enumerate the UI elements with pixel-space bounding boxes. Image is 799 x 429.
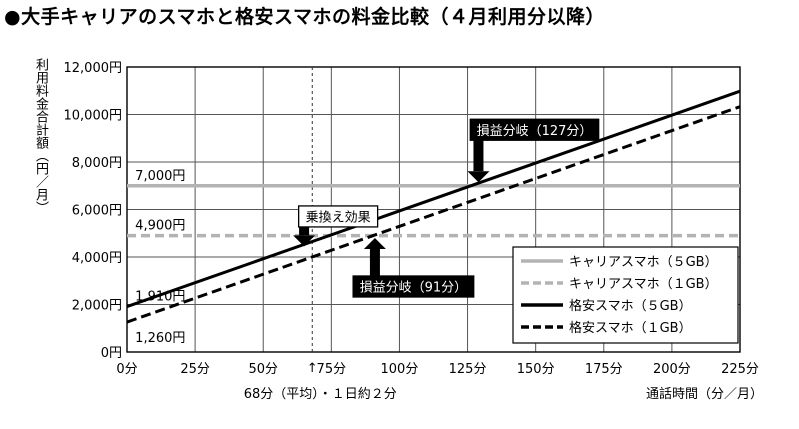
value-label: 7,000円 [135,169,185,184]
x-tick-label: 25分 [180,362,210,377]
y-axis-label: 利用料金合計額（円／月） [33,58,48,214]
y-tick-label: 8,000円 [72,156,122,171]
series-line-3 [126,89,741,309]
annotation-box [352,275,475,298]
legend-label-1: キャリアスマホ（５GB） [569,255,718,270]
value-label: 1,260円 [135,331,185,346]
annotation-box [297,205,379,228]
series-line-4 [126,105,741,324]
reference-arrow-label: ↑ [307,361,318,376]
x-tick-label: 0分 [116,362,137,377]
x-tick-label: 50分 [248,362,278,377]
annotation-label: 損益分岐（127分） [477,124,593,139]
value-label: 4,900円 [135,219,185,234]
reference-line-label: 68分（平均）・１日約２分 [244,387,397,402]
y-tick-label: 12,000円 [64,61,123,76]
x-tick-label: 175分 [585,362,623,377]
annotation-label: 乗換え効果 [306,210,371,225]
y-tick-label: 4,000円 [72,251,122,266]
annotation-arrow-head [467,171,490,183]
x-tick-label: 75分 [317,362,347,377]
legend-label-2: キャリアスマホ（１GB） [569,277,718,292]
annotation-arrow-head [363,238,386,249]
x-tick-label: 125分 [449,362,487,377]
x-tick-label: 200分 [653,362,691,377]
legend-label-4: 格安スマホ（１GB） [569,320,692,336]
x-tick-label: 100分 [381,362,419,377]
annotation-arrow-shaft [473,139,484,172]
legend-label-3: 格安スマホ（５GB） [569,298,692,314]
x-tick-label: 225分 [721,362,759,377]
x-tick-label: 150分 [517,362,555,377]
y-tick-label: 0円 [101,346,122,361]
annotation-label: 損益分岐（91分） [360,281,468,296]
x-axis-label: 通話時間（分／月） [646,386,763,402]
annotation-arrow-shaft [299,225,310,236]
y-tick-label: 2,000円 [72,299,122,314]
chart-title: ●大手キャリアのスマホと格安スマホの料金比較（４月利用分以降） [4,6,605,28]
y-tick-label: 10,000円 [64,109,123,124]
annotation-arrow-shaft [369,249,380,277]
y-tick-label: 6,000円 [72,204,122,219]
value-label: 1,910円 [135,290,185,305]
annotation-box [469,118,600,141]
plot-frame [126,66,741,353]
annotation-arrow-head [293,235,316,247]
